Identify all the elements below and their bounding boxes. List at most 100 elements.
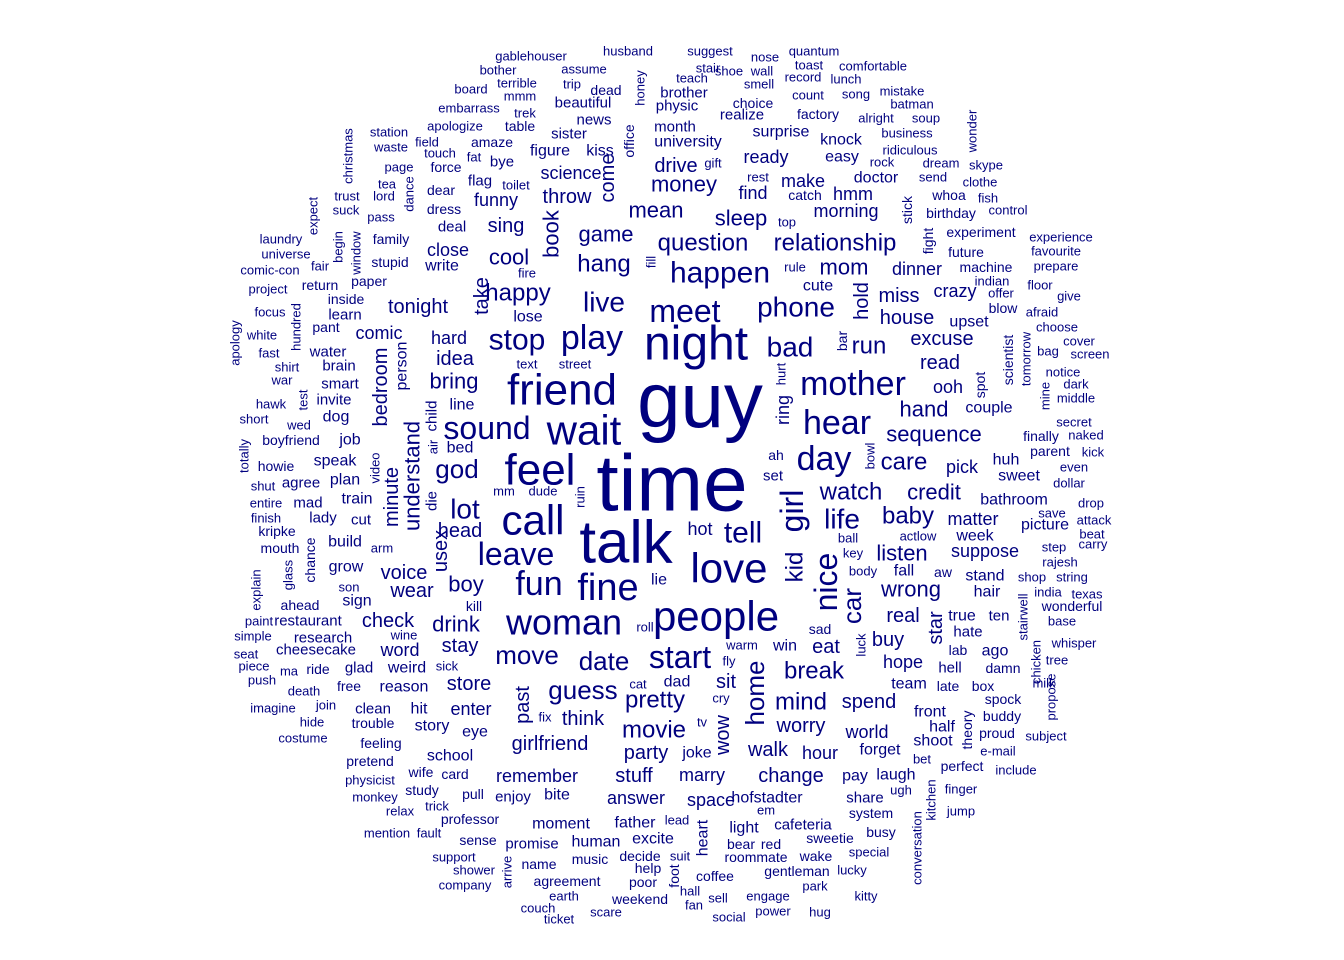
word-beautiful: beautiful: [555, 95, 612, 112]
word-picture: picture: [1021, 517, 1069, 534]
word-floor: floor: [1027, 278, 1053, 293]
word-miss: miss: [878, 285, 919, 307]
word-special: special: [849, 845, 890, 860]
word-doctor: doctor: [854, 170, 899, 187]
word-wait: wait: [546, 407, 622, 454]
word-middle: middle: [1057, 391, 1095, 406]
word-find: find: [738, 183, 767, 203]
word-home: home: [740, 660, 770, 725]
word-hurt: hurt: [774, 362, 789, 385]
word-push: push: [248, 673, 276, 688]
word-dear: dear: [427, 182, 455, 198]
word-window: window: [349, 231, 364, 276]
word-apologize: apologize: [427, 119, 483, 134]
word-lunch: lunch: [830, 72, 861, 87]
word-amaze: amaze: [471, 134, 513, 150]
word-mention: mention: [364, 826, 410, 841]
word-christmas: christmas: [341, 128, 356, 184]
word-drop: drop: [1078, 496, 1104, 511]
word-professor: professor: [441, 811, 500, 827]
word-base: base: [1048, 614, 1076, 629]
word-dead: dead: [590, 82, 621, 98]
word-hall: hall: [680, 884, 700, 899]
word-money: money: [651, 172, 717, 197]
word-stick: stick: [899, 195, 915, 224]
word-wine: wine: [390, 628, 418, 643]
word-fill: fill: [644, 256, 659, 268]
word-listen: listen: [876, 541, 927, 566]
word-project: project: [248, 282, 287, 297]
word-line: line: [450, 397, 475, 414]
word-wear: wear: [389, 580, 434, 602]
word-lady: lady: [309, 510, 337, 527]
word-promise: promise: [505, 836, 558, 853]
word-send: send: [919, 170, 947, 185]
word-dollar: dollar: [1053, 476, 1085, 491]
word-bye: bye: [490, 154, 514, 171]
word-quantum: quantum: [789, 44, 840, 59]
word-skype: skype: [969, 158, 1003, 173]
word-trouble: trouble: [352, 715, 395, 731]
word-war: war: [271, 373, 294, 388]
word-life: life: [824, 504, 860, 535]
word-day: day: [797, 440, 852, 478]
word-explain: explain: [249, 569, 264, 610]
word-boyfriend: boyfriend: [262, 432, 320, 448]
word-team: team: [891, 676, 927, 693]
word-body: body: [849, 564, 878, 579]
word-take: take: [471, 277, 493, 315]
word-ten: ten: [989, 608, 1010, 625]
word-mind: mind: [775, 689, 827, 716]
word-shoot: shoot: [913, 733, 953, 750]
word-busy: busy: [866, 824, 896, 840]
word-table: table: [505, 118, 536, 134]
word-focus: focus: [254, 305, 286, 320]
word-field: field: [415, 135, 439, 150]
word-night: night: [644, 318, 748, 371]
word-win: win: [772, 638, 797, 655]
word-glad: glad: [345, 660, 373, 677]
word-bag: bag: [1037, 344, 1059, 359]
word-father: father: [615, 815, 657, 832]
word-funny: funny: [474, 190, 518, 210]
word-jump: jump: [946, 804, 975, 819]
word-honey: honey: [633, 70, 648, 106]
word-bear: bear: [727, 836, 755, 852]
word-fall: fall: [894, 563, 914, 580]
word-wrong: wrong: [880, 577, 941, 602]
word-choose: choose: [1036, 320, 1078, 335]
word-write: write: [424, 258, 459, 275]
word-drink: drink: [432, 612, 481, 637]
word-real: real: [886, 605, 919, 627]
word-kill: kill: [466, 598, 482, 614]
word-trek: trek: [514, 106, 536, 121]
word-alright: alright: [858, 111, 894, 126]
word-clothe: clothe: [963, 175, 998, 190]
word-coffee: coffee: [696, 868, 734, 884]
word-walk: walk: [747, 739, 789, 761]
word-tonight: tonight: [388, 296, 448, 318]
word-smell: smell: [744, 77, 774, 92]
word-worry: worry: [776, 715, 826, 737]
word-give: give: [1057, 289, 1081, 304]
word-hundred: hundred: [289, 303, 304, 351]
word-person: person: [394, 342, 411, 391]
word-ready: ready: [743, 147, 788, 167]
word-fault: fault: [417, 826, 442, 841]
word-matter: matter: [947, 509, 998, 529]
word-sign: sign: [342, 593, 371, 610]
word-milk: milk: [1032, 676, 1056, 691]
word-chance: chance: [302, 537, 318, 582]
word-record: record: [785, 70, 822, 85]
word-batman: batman: [890, 97, 933, 112]
word-e-mail: e-mail: [980, 744, 1016, 759]
word-hair: hair: [974, 584, 1001, 601]
word-huh: huh: [993, 452, 1020, 469]
word-hell: hell: [938, 660, 961, 677]
word-restaurant: restaurant: [274, 613, 342, 630]
word-sequence: sequence: [886, 422, 981, 447]
word-indian: indian: [975, 274, 1010, 289]
word-favourite: favourite: [1031, 244, 1081, 259]
